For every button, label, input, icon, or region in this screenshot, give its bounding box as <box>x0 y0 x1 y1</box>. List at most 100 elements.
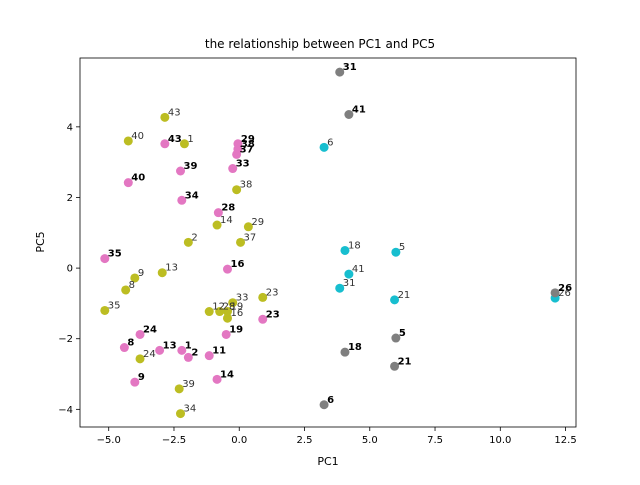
point-label: 28 <box>221 203 235 214</box>
point-label: 9 <box>138 372 145 383</box>
point-label: 41 <box>352 104 366 115</box>
scatter-point <box>221 329 231 339</box>
points-layer <box>100 67 560 419</box>
scatter-point <box>222 313 232 323</box>
scatter-point <box>177 345 187 355</box>
point-label: 33 <box>236 159 250 170</box>
point-label: 38 <box>241 139 255 150</box>
point-label: 1 <box>187 134 193 145</box>
point-label: 26 <box>558 288 571 299</box>
point-label: 31 <box>343 278 356 289</box>
scatter-point <box>174 384 184 394</box>
scatter-point <box>177 195 187 205</box>
x-tick-label: 7.5 <box>427 435 443 446</box>
plot-frame <box>79 57 577 428</box>
scatter-point <box>232 149 242 159</box>
scatter-point <box>319 400 329 410</box>
scatter-point <box>123 136 133 146</box>
scatter-point <box>319 142 329 152</box>
point-label: 33 <box>236 293 249 304</box>
scatter-point <box>123 178 133 188</box>
x-axis-title: PC1 <box>317 455 338 468</box>
scatter-point <box>335 283 345 293</box>
y-tick-label: 0 <box>67 264 73 275</box>
point-label: 6 <box>327 395 334 406</box>
scatter-point <box>391 333 401 343</box>
x-tick-label: −5.0 <box>97 435 121 446</box>
point-label: 24 <box>143 349 156 360</box>
scatter-point <box>213 208 223 218</box>
point-label: 41 <box>352 264 365 275</box>
y-tick-label: 4 <box>67 122 73 133</box>
scatter-point <box>390 361 400 371</box>
scatter-point <box>135 329 145 339</box>
point-label: 43 <box>168 107 181 118</box>
point-label: 1 <box>185 340 192 351</box>
scatter-point <box>236 237 246 247</box>
point-label: 8 <box>127 338 134 349</box>
point-label: 23 <box>266 309 280 320</box>
scatter-point <box>391 247 401 257</box>
scatter-point <box>204 351 214 361</box>
scatter-point <box>222 264 232 274</box>
point-label: 19 <box>229 324 243 335</box>
scatter-point <box>344 269 354 279</box>
scatter-point <box>130 273 140 283</box>
point-label: 35 <box>108 249 122 260</box>
scatter-point <box>204 307 214 317</box>
scatter-point <box>212 374 222 384</box>
scatter-point <box>212 220 222 230</box>
scatter-point <box>335 67 345 77</box>
point-label: 37 <box>244 232 257 243</box>
x-tick-label: 0.0 <box>231 435 247 446</box>
scatter-point <box>160 112 170 122</box>
scatter-point <box>232 185 242 195</box>
point-label: 39 <box>182 379 195 390</box>
x-axis: −5.0 −2.5 0.0 2.5 5.0 7.5 10.0 12.5 <box>97 427 577 446</box>
scatter-point <box>179 139 189 149</box>
scatter-point <box>100 254 110 264</box>
point-label: 18 <box>348 240 361 251</box>
point-label: 40 <box>131 173 145 184</box>
point-label: 34 <box>185 190 199 201</box>
point-label: 9 <box>138 268 144 279</box>
point-label: 14 <box>220 215 233 226</box>
point-label: 5 <box>399 242 405 253</box>
y-tick-label: 2 <box>67 193 73 204</box>
scatter-point <box>160 139 170 149</box>
point-label: 28 <box>223 302 236 313</box>
point-label: 11 <box>212 346 226 357</box>
point-label: 26 <box>558 283 572 294</box>
scatter-point <box>183 352 193 362</box>
scatter-point <box>340 347 350 357</box>
y-axis: −4 −2 0 2 4 <box>58 122 80 416</box>
scatter-point <box>130 377 140 387</box>
point-label: 13 <box>163 340 177 351</box>
point-label: 24 <box>143 324 157 335</box>
scatter-point <box>157 268 167 278</box>
scatter-point <box>100 305 110 315</box>
scatter-point <box>135 354 145 364</box>
point-label: 40 <box>131 131 144 142</box>
point-label: 13 <box>165 263 178 274</box>
point-label: 29 <box>251 217 264 228</box>
scatter-point <box>258 314 268 324</box>
point-label: 39 <box>184 161 198 172</box>
x-tick-label: 12.5 <box>554 435 576 446</box>
point-label: 16 <box>230 308 243 319</box>
point-label: 2 <box>191 232 197 243</box>
chart-title: the relationship between PC1 and PC5 <box>205 37 435 51</box>
scatter-point <box>176 166 186 176</box>
scatter-point <box>243 222 253 232</box>
scatter-point <box>155 345 165 355</box>
point-label: 8 <box>129 280 135 291</box>
scatter-point <box>258 292 268 302</box>
scatter-point <box>121 285 131 295</box>
point-label: 29 <box>241 134 255 145</box>
point-label: 38 <box>240 180 253 191</box>
scatter-point <box>222 307 232 317</box>
point-label: 12 <box>212 302 225 313</box>
